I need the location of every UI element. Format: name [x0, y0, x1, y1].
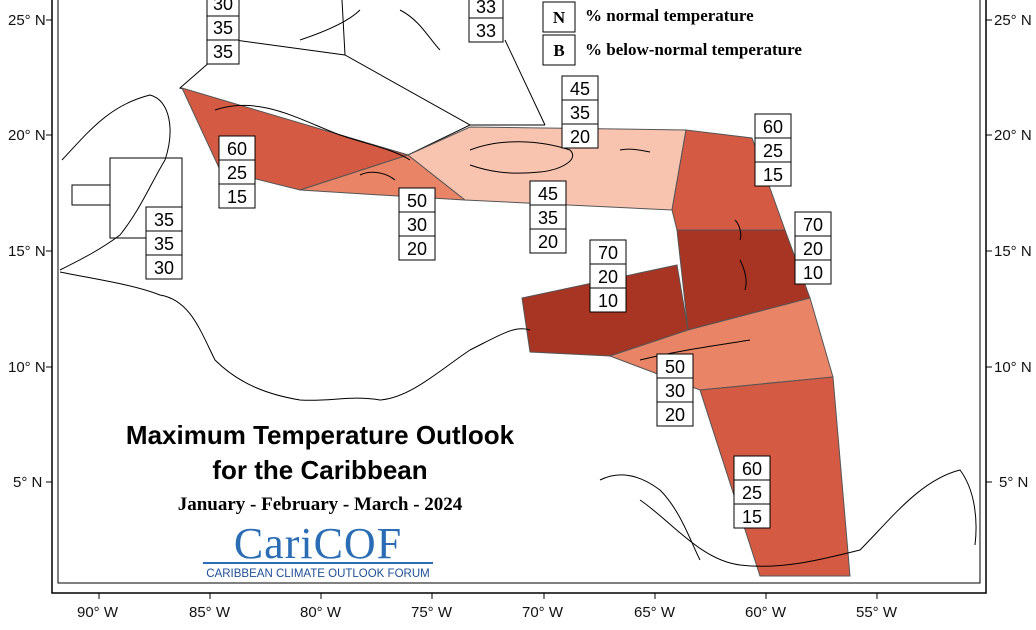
prob-value: 20 — [803, 239, 823, 259]
prob-value: 35 — [538, 208, 558, 228]
map-title-line-2: for the Caribbean — [212, 455, 427, 485]
zone-label-cuba: 60 25 15 — [218, 135, 256, 209]
prob-value: 60 — [742, 459, 762, 479]
lat-label-left: 15° N — [8, 243, 46, 260]
prob-value: 33 — [476, 0, 496, 17]
lat-label-left: 25° N — [8, 12, 46, 29]
caricof-logo: CariCOF CARIBBEAN CLIMATE OUTLOOK FORUM — [203, 519, 433, 580]
zone-label-windward: 70 20 10 — [794, 211, 832, 285]
prob-value: 10 — [598, 291, 618, 311]
prob-value: 20 — [665, 405, 685, 425]
prob-value: 25 — [227, 163, 247, 183]
prob-value: 10 — [803, 263, 823, 283]
map-inner-frame — [57, 0, 981, 584]
prob-value: 35 — [154, 210, 174, 230]
prob-value: 25 — [742, 483, 762, 503]
prob-value: 20 — [598, 267, 618, 287]
zone-label-belize: 35 35 30 — [145, 206, 183, 280]
prob-value: 25 — [763, 141, 783, 161]
lon-label: 60° W — [745, 604, 787, 621]
prob-value: 35 — [154, 234, 174, 254]
prob-value: 20 — [570, 127, 590, 147]
prob-boxes: 30 35 35 33 33 60 25 15 35 35 30 — [145, 0, 832, 529]
lat-label-right: 15° N — [994, 243, 1032, 260]
coastlines — [59, 9, 977, 567]
lon-label: 80° W — [300, 604, 342, 621]
axis-ticks — [46, 19, 992, 599]
lat-label-right: 25° N — [994, 12, 1032, 29]
prob-value: 30 — [665, 381, 685, 401]
prob-value: 45 — [538, 184, 558, 204]
prob-value: 30 — [407, 215, 427, 235]
prob-value: 70 — [803, 215, 823, 235]
lat-label-right: 10° N — [994, 359, 1032, 376]
lon-label: 70° W — [522, 604, 564, 621]
zone-label-hispaniola-south: 45 35 20 — [529, 180, 567, 254]
legend: N B % normal temperature % below-normal … — [542, 1, 802, 66]
prob-value: 35 — [213, 42, 233, 62]
logo-underline — [203, 562, 433, 564]
prob-value: 30 — [154, 258, 174, 278]
lon-label: 85° W — [189, 604, 231, 621]
forecast-zones — [181, 87, 851, 577]
prob-value: 35 — [213, 18, 233, 38]
prob-value: 70 — [598, 243, 618, 263]
prob-value: 60 — [763, 117, 783, 137]
prob-value: 60 — [227, 139, 247, 159]
prob-value: 30 — [213, 0, 233, 14]
zone-label-north-top-left: 30 35 35 — [206, 0, 240, 65]
prob-value: 20 — [407, 239, 427, 259]
legend-letter: N — [553, 8, 566, 27]
zone-label-leeward: 60 25 15 — [754, 113, 792, 187]
zone-label-guianas: 60 25 15 — [733, 455, 771, 529]
prob-value: 50 — [407, 191, 427, 211]
prob-value: 33 — [476, 21, 496, 41]
prob-value: 15 — [763, 165, 783, 185]
zone-label-trinidad: 50 30 20 — [656, 353, 694, 427]
prob-value: 50 — [665, 357, 685, 377]
zone-label-hispaniola-north: 45 35 20 — [561, 75, 599, 149]
zone-label-bahamas: 33 33 — [468, 0, 504, 43]
lat-label-left: 20° N — [8, 127, 46, 144]
logo-tagline: CARIBBEAN CLIMATE OUTLOOK FORUM — [206, 568, 429, 580]
lon-label: 55° W — [856, 604, 898, 621]
prob-value: 20 — [538, 232, 558, 252]
map-period: January - February - March - 2024 — [178, 494, 463, 515]
prob-value: 15 — [742, 507, 762, 527]
prob-value: 45 — [570, 79, 590, 99]
lat-label-right: 20° N — [994, 127, 1032, 144]
prob-value: 15 — [227, 187, 247, 207]
prob-value: 35 — [570, 103, 590, 123]
zone-label-jamaica: 50 30 20 — [398, 187, 436, 261]
legend-letter: B — [553, 41, 564, 60]
lat-label-left: 10° N — [8, 359, 46, 376]
legend-text: % below-normal temperature — [585, 40, 802, 59]
logo-name: CariCOF — [234, 519, 402, 568]
lon-label: 90° W — [77, 604, 119, 621]
lon-label: 75° W — [411, 604, 453, 621]
lat-label-left: 5° N — [13, 474, 42, 491]
zone-label-abc: 70 20 10 — [589, 239, 627, 313]
lat-label-right: 5° N — [999, 474, 1028, 491]
title-block: Maximum Temperature Outlook for the Cari… — [126, 420, 515, 515]
legend-text: % normal temperature — [585, 6, 754, 25]
lon-label: 65° W — [634, 604, 676, 621]
map-title-line-1: Maximum Temperature Outlook — [126, 420, 515, 450]
